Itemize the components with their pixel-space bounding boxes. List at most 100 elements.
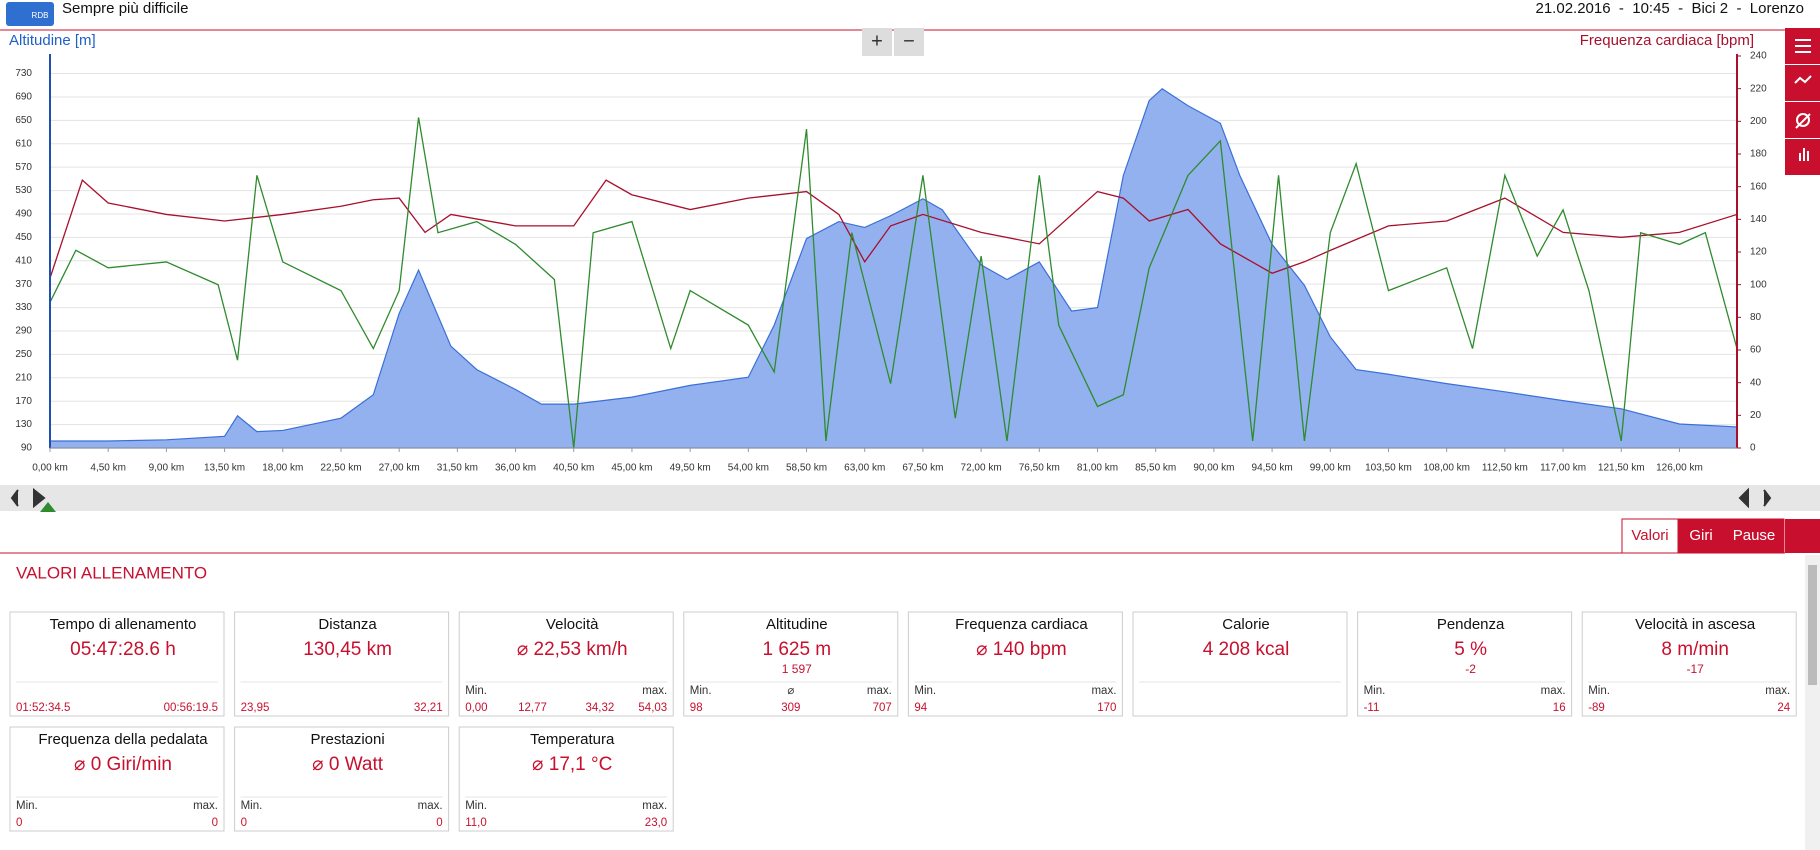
tab[interactable] xyxy=(1621,518,1679,554)
y-tick-label: 90 xyxy=(21,443,33,454)
line-button[interactable] xyxy=(1785,65,1820,101)
stat-card xyxy=(234,726,450,832)
card-value: ⌀ 140 bpm xyxy=(976,639,1067,660)
x-tick-label: 99,00 km xyxy=(1310,463,1351,474)
section-title: VALORI ALLENAMENTO xyxy=(16,563,207,582)
card-title: Frequenza cardiaca xyxy=(955,616,1088,633)
x-tick-label: 76,50 km xyxy=(1019,463,1060,474)
y2-tick-label: 40 xyxy=(1750,377,1762,388)
stat-value: 54,03 xyxy=(638,702,667,714)
workout-info: 21.02.2016 - 10:45 - Bici 2 - Lorenzo xyxy=(1536,0,1805,17)
y-tick-label: 490 xyxy=(15,209,32,220)
stat-label: max. xyxy=(642,685,667,697)
x-tick-label: 121,50 km xyxy=(1598,463,1645,474)
stat-label: Min. xyxy=(690,685,712,697)
avg-icon xyxy=(1796,113,1810,127)
y-tick-label: 290 xyxy=(15,326,32,337)
workout-title: Sempre più difficile xyxy=(62,0,188,17)
avg-button[interactable] xyxy=(1785,102,1820,138)
x-tick-label: 126,00 km xyxy=(1656,463,1703,474)
y2-tick-label: 220 xyxy=(1750,83,1767,94)
stat-label: max. xyxy=(1541,685,1566,697)
x-tick-label: 58,50 km xyxy=(786,463,827,474)
x-tick-label: 67,50 km xyxy=(902,463,943,474)
stat-card xyxy=(1581,611,1797,717)
zoom-out-label: − xyxy=(903,30,915,52)
x-tick-label: 40,50 km xyxy=(553,463,594,474)
stat-card xyxy=(9,726,225,832)
stat-value: 94 xyxy=(914,702,927,714)
card-title: Pendenza xyxy=(1437,616,1505,633)
y2-tick-label: 120 xyxy=(1750,247,1767,258)
stat-label: max. xyxy=(1765,685,1790,697)
card-title: Velocità in ascesa xyxy=(1635,616,1756,633)
stat-value: 0,00 xyxy=(465,702,487,714)
tab-label: Giri xyxy=(1689,527,1712,544)
zoom-out-button[interactable] xyxy=(894,28,924,56)
stat-value: 01:52:34.5 xyxy=(16,702,70,714)
x-tick-label: 103,50 km xyxy=(1365,463,1412,474)
card-title: Distanza xyxy=(318,616,377,633)
x-tick-label: 31,50 km xyxy=(437,463,478,474)
y-tick-label: 130 xyxy=(15,419,32,430)
y-tick-label: 690 xyxy=(15,92,32,103)
left-axis-title[interactable]: Altitudine [m] xyxy=(9,32,96,49)
stat-label: max. xyxy=(418,800,443,812)
card-title: Prestazioni xyxy=(310,731,384,748)
stat-value: -89 xyxy=(1588,702,1605,714)
y2-tick-label: 20 xyxy=(1750,410,1762,421)
x-tick-label: 90,00 km xyxy=(1193,463,1234,474)
x-tick-label: 94,50 km xyxy=(1252,463,1293,474)
card-value: 4 208 kcal xyxy=(1203,639,1290,660)
card-title: Frequenza della pedalata xyxy=(38,731,208,748)
y-tick-label: 210 xyxy=(15,372,32,383)
stat-value: 0 xyxy=(241,817,247,829)
card-value: 1 625 m xyxy=(762,639,831,660)
stat-label: Min. xyxy=(16,800,38,812)
stat-value: 0 xyxy=(212,817,218,829)
stat-value: 707 xyxy=(873,702,892,714)
card-value: ⌀ 0 Giri/min xyxy=(74,754,172,775)
slider-arrows[interactable] xyxy=(10,487,1772,509)
x-tick-label: 27,00 km xyxy=(379,463,420,474)
y-tick-label: 330 xyxy=(15,302,32,313)
tab-label: Valori xyxy=(1631,527,1668,544)
card-title: Temperatura xyxy=(530,731,615,748)
stat-value: 12,77 xyxy=(518,702,547,714)
x-tick-label: 9,00 km xyxy=(149,463,185,474)
y2-tick-label: 180 xyxy=(1750,149,1767,160)
x-tick-label: 45,00 km xyxy=(611,463,652,474)
zoom-in-button[interactable] xyxy=(862,28,892,56)
y-tick-label: 450 xyxy=(15,232,32,243)
x-tick-label: 117,00 km xyxy=(1540,463,1586,474)
card-title: Altitudine xyxy=(766,616,828,633)
stat-value: 98 xyxy=(690,702,703,714)
y-tick-label: 250 xyxy=(15,349,32,360)
slider-handle[interactable] xyxy=(40,502,56,512)
stat-card xyxy=(9,611,225,717)
logo[interactable] xyxy=(6,2,54,26)
stat-value: 170 xyxy=(1097,702,1116,714)
tab[interactable] xyxy=(1678,518,1724,554)
right-axis-title[interactable]: Frequenza cardiaca [bpm] xyxy=(1580,32,1754,49)
altitude-area xyxy=(49,88,1738,449)
tab-menu[interactable] xyxy=(1785,519,1820,553)
y-tick-label: 650 xyxy=(15,115,32,126)
stat-card xyxy=(1357,611,1573,717)
x-tick-label: 22,50 km xyxy=(320,463,361,474)
card-sub: 1 597 xyxy=(782,662,812,676)
bar-button[interactable] xyxy=(1785,139,1820,175)
range-slider[interactable] xyxy=(0,485,1820,511)
stat-value: 32,21 xyxy=(414,702,443,714)
scroll-thumb[interactable] xyxy=(1808,565,1817,685)
y-tick-label: 610 xyxy=(15,138,32,149)
y2-tick-label: 140 xyxy=(1750,214,1767,225)
stat-card xyxy=(907,611,1123,717)
tab[interactable] xyxy=(1723,518,1785,554)
x-tick-label: 112,50 km xyxy=(1482,463,1528,474)
y-tick-label: 730 xyxy=(15,68,32,79)
x-tick-label: 85,50 km xyxy=(1135,463,1176,474)
zoom-in-label: + xyxy=(871,30,883,52)
x-tick-label: 13,50 km xyxy=(204,463,245,474)
